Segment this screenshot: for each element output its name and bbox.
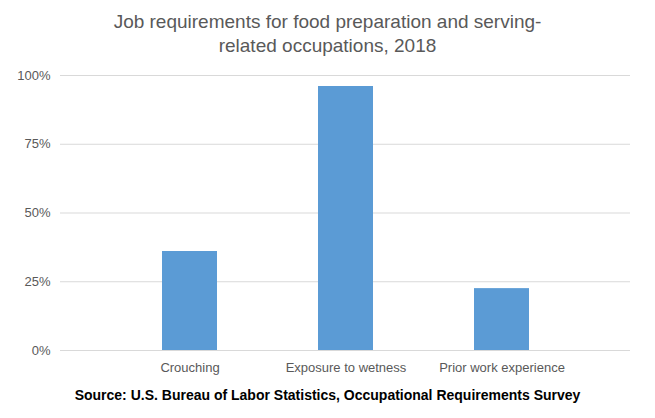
svg-text:Crouching: Crouching	[160, 360, 219, 375]
svg-text:Exposure to wetness: Exposure to wetness	[286, 360, 407, 375]
svg-text:50%: 50%	[24, 205, 50, 220]
svg-text:Prior work experience: Prior work experience	[439, 360, 565, 375]
svg-text:0%: 0%	[32, 343, 51, 358]
html-text:Source: U.S. Bureau of Labor S: Source: U.S. Bureau of Labor Statistics,…	[74, 387, 581, 403]
html-text:Job requirements for food prep: Job requirements for food preparation an…	[113, 11, 542, 56]
svg-text:25%: 25%	[24, 274, 50, 289]
svg-text:75%: 75%	[24, 136, 50, 151]
svg-text:100%: 100%	[17, 68, 51, 83]
